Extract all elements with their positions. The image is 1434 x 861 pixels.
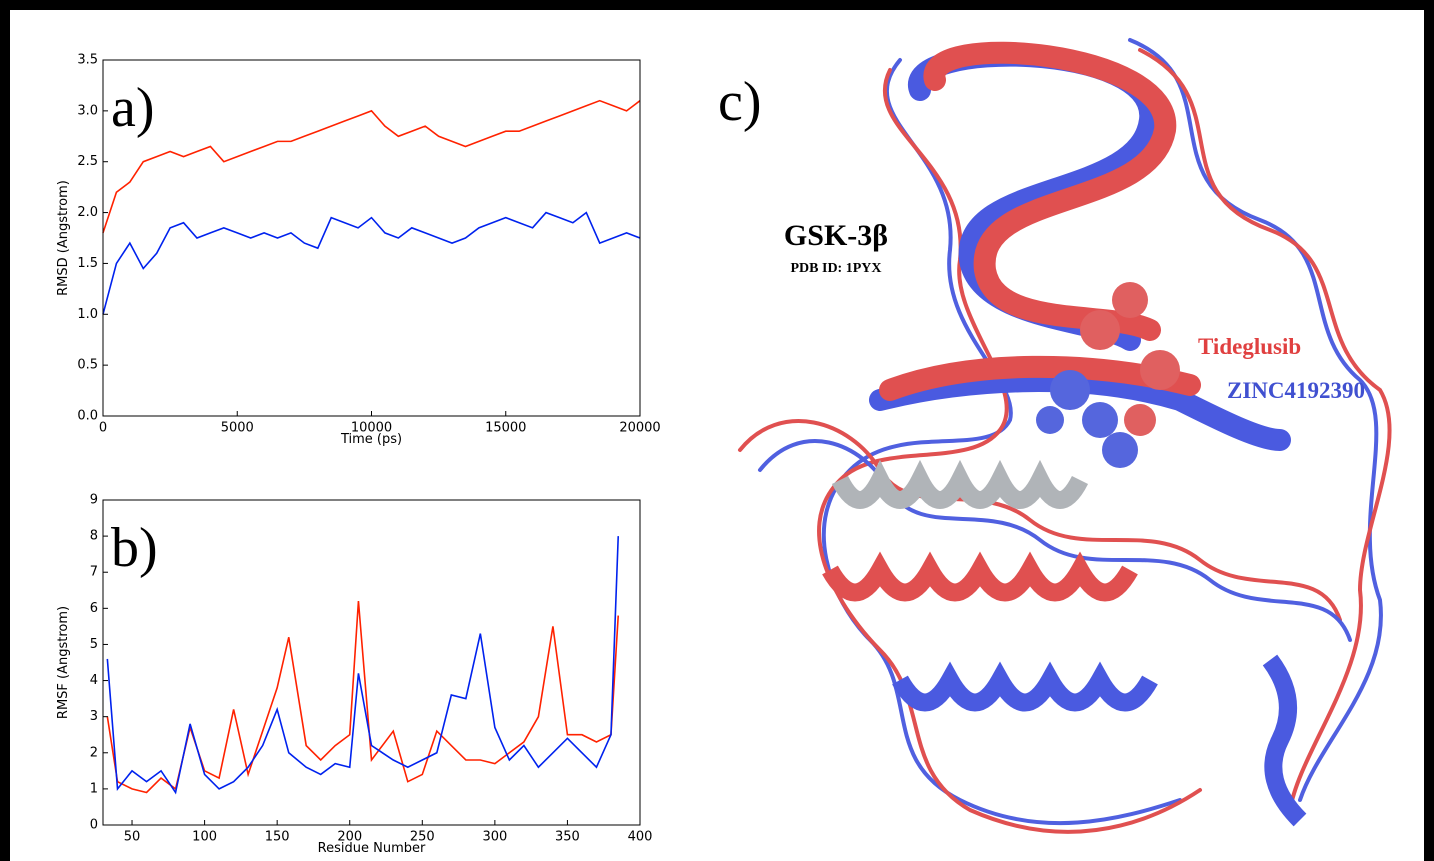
- y-axis-label: RMSD (Angstrom): [56, 180, 71, 296]
- panel-label: a): [111, 77, 155, 139]
- data-line: [102, 99, 641, 234]
- x-tick-label: 100: [192, 830, 217, 845]
- x-axis-label: Time (ps): [340, 432, 402, 447]
- y-tick-label: 0.5: [77, 358, 98, 373]
- x-axis-label: Residue Number: [318, 841, 426, 856]
- x-tick-label: 200: [337, 830, 362, 845]
- chart: 0.0 0.5 1.0 1.5 2.0 2.5 3.0 3.5 0 5000 10000 15000 2…: [56, 53, 661, 448]
- x-tick-label: 50: [124, 830, 141, 845]
- y-tick-label: 1: [90, 781, 98, 796]
- y-tick-label: 6: [90, 601, 98, 616]
- x-tick-label: 20000: [619, 421, 660, 436]
- data-line: [102, 211, 641, 315]
- y-tick-label: 8: [90, 529, 98, 544]
- molecule-panel: c) GSK-3β PDB ID: 1PYX Tideglusib ZINC41…: [718, 38, 1392, 834]
- plot-frame: [102, 499, 641, 826]
- ligand-label: Tideglusib: [1198, 334, 1301, 359]
- x-tick-label: 300: [482, 830, 507, 845]
- x-tick-label: 400: [628, 830, 653, 845]
- protein-subtitle: PDB ID: 1PYX: [791, 261, 882, 276]
- protein-title: GSK-3β: [784, 219, 888, 252]
- figure-background: [10, 10, 1424, 861]
- y-tick-label: 7: [90, 565, 98, 580]
- y-tick-label: 2.0: [77, 205, 98, 220]
- y-tick-label: 1.5: [77, 256, 98, 271]
- y-tick-label: 3.0: [77, 103, 98, 118]
- panel-label: b): [111, 517, 158, 579]
- x-tick-label: 15000: [485, 421, 526, 436]
- panel-label: c): [718, 71, 762, 133]
- x-tick-label: 250: [410, 830, 435, 845]
- y-tick-label: 3.5: [77, 53, 98, 68]
- y-tick-label: 1.0: [77, 307, 98, 322]
- x-tick-label: 150: [265, 830, 290, 845]
- chart: 0 1 2 3 4 5 6 7 8 9 50 100 150 200 250 300 350 400 Residue…: [56, 493, 652, 857]
- x-tick-label: 5000: [221, 421, 254, 436]
- y-tick-label: 4: [90, 673, 98, 688]
- y-tick-label: 2: [90, 745, 98, 760]
- x-tick-label: 0: [99, 421, 107, 436]
- y-tick-label: 0.0: [77, 409, 98, 424]
- y-tick-label: 5: [90, 637, 98, 652]
- y-tick-label: 9: [90, 493, 98, 508]
- x-tick-label: 350: [555, 830, 580, 845]
- data-line: [106, 536, 620, 795]
- y-tick-label: 3: [90, 709, 98, 724]
- y-tick-label: 0: [90, 818, 98, 833]
- y-axis-label: RMSF (Angstrom): [56, 606, 71, 719]
- ligand-label: ZINC4192390: [1227, 378, 1365, 403]
- y-tick-label: 2.5: [77, 154, 98, 169]
- x-tick-label: 10000: [351, 421, 392, 436]
